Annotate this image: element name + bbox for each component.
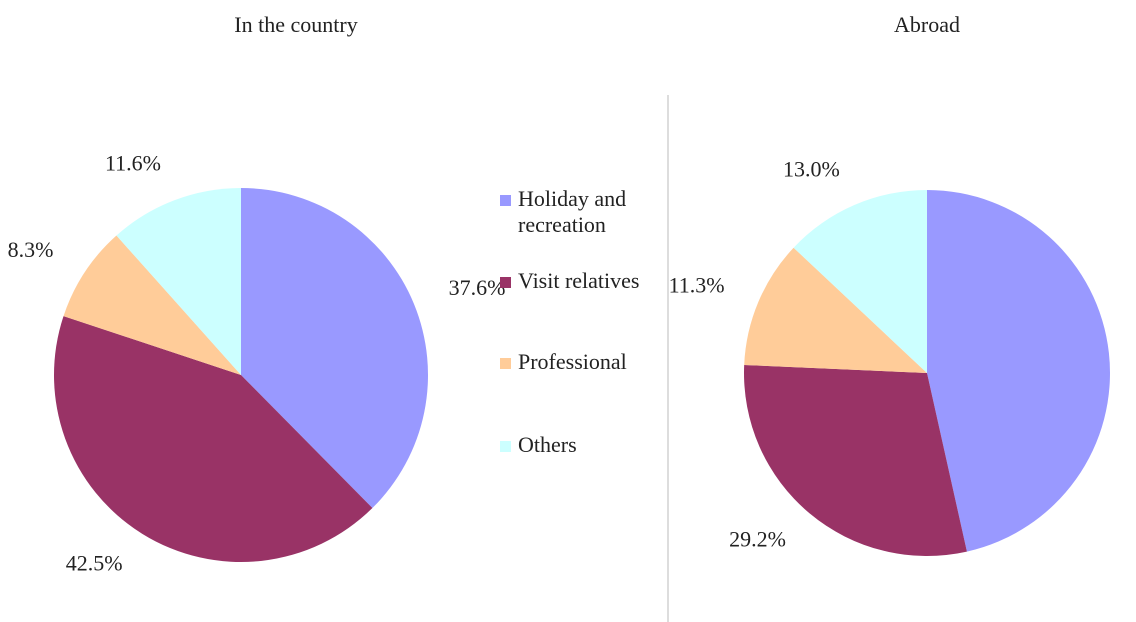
legend-label: Professional — [518, 349, 627, 374]
data-label: 11.3% — [669, 273, 725, 298]
legend-swatch — [500, 277, 511, 288]
legend-swatch — [500, 358, 511, 369]
data-label: 8.3% — [8, 237, 54, 262]
data-label: 13.0% — [783, 157, 840, 182]
pie-slice — [793, 190, 927, 373]
pie-slice — [63, 235, 242, 375]
pie-slice — [744, 247, 927, 373]
data-label: 29.2% — [729, 526, 786, 551]
pie-slice — [744, 364, 967, 557]
legend-swatch — [500, 441, 511, 452]
pie-slice — [241, 188, 428, 509]
pie-slice — [53, 316, 373, 562]
pie-slice — [927, 190, 1110, 552]
legend-label: Visit relatives — [518, 268, 640, 293]
chart-title: In the country — [234, 12, 357, 37]
legend-label: Others — [518, 432, 577, 457]
legend-label: Holiday and recreation — [518, 186, 627, 237]
data-label: 11.6% — [105, 150, 161, 175]
data-label: 42.5% — [66, 551, 123, 576]
legend-swatch — [500, 195, 511, 206]
data-label: 37.6% — [449, 275, 506, 300]
pie-slice — [116, 188, 241, 375]
chart-title: Abroad — [894, 12, 960, 37]
